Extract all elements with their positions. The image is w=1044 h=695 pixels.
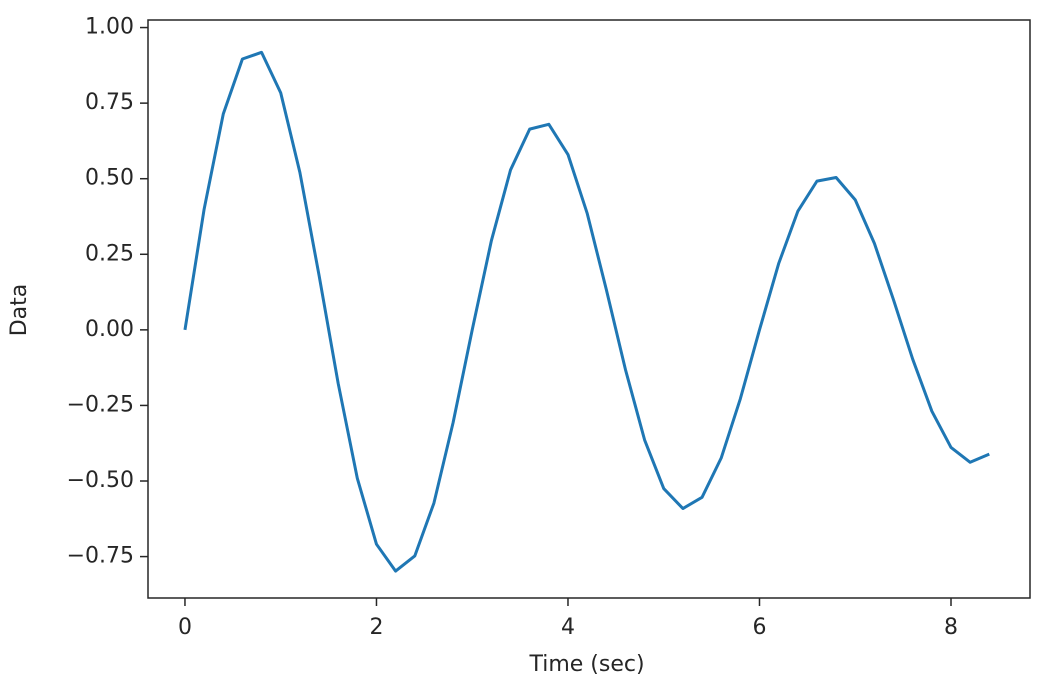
y-tick-label: 0.75	[85, 90, 134, 115]
data-line	[183, 50, 990, 573]
x-tick-label: 2	[369, 615, 383, 640]
x-tick-label: 4	[561, 615, 575, 640]
y-tick-label: −0.25	[67, 392, 134, 417]
y-tick-label: 0.25	[85, 241, 134, 266]
x-axis-label: Time (sec)	[528, 652, 644, 677]
y-tick-label: −0.75	[67, 544, 134, 569]
x-tick-label: 0	[178, 615, 192, 640]
x-tick-label: 8	[944, 615, 958, 640]
y-axis-label: Data	[7, 284, 32, 337]
y-tick-label: 0.50	[85, 166, 134, 191]
x-tick-label: 6	[752, 615, 766, 640]
plot-frame	[147, 19, 1031, 599]
y-tick-label: −0.50	[67, 468, 134, 493]
y-tick-label: 0.00	[85, 317, 134, 342]
y-tick-label: 1.00	[85, 15, 134, 40]
